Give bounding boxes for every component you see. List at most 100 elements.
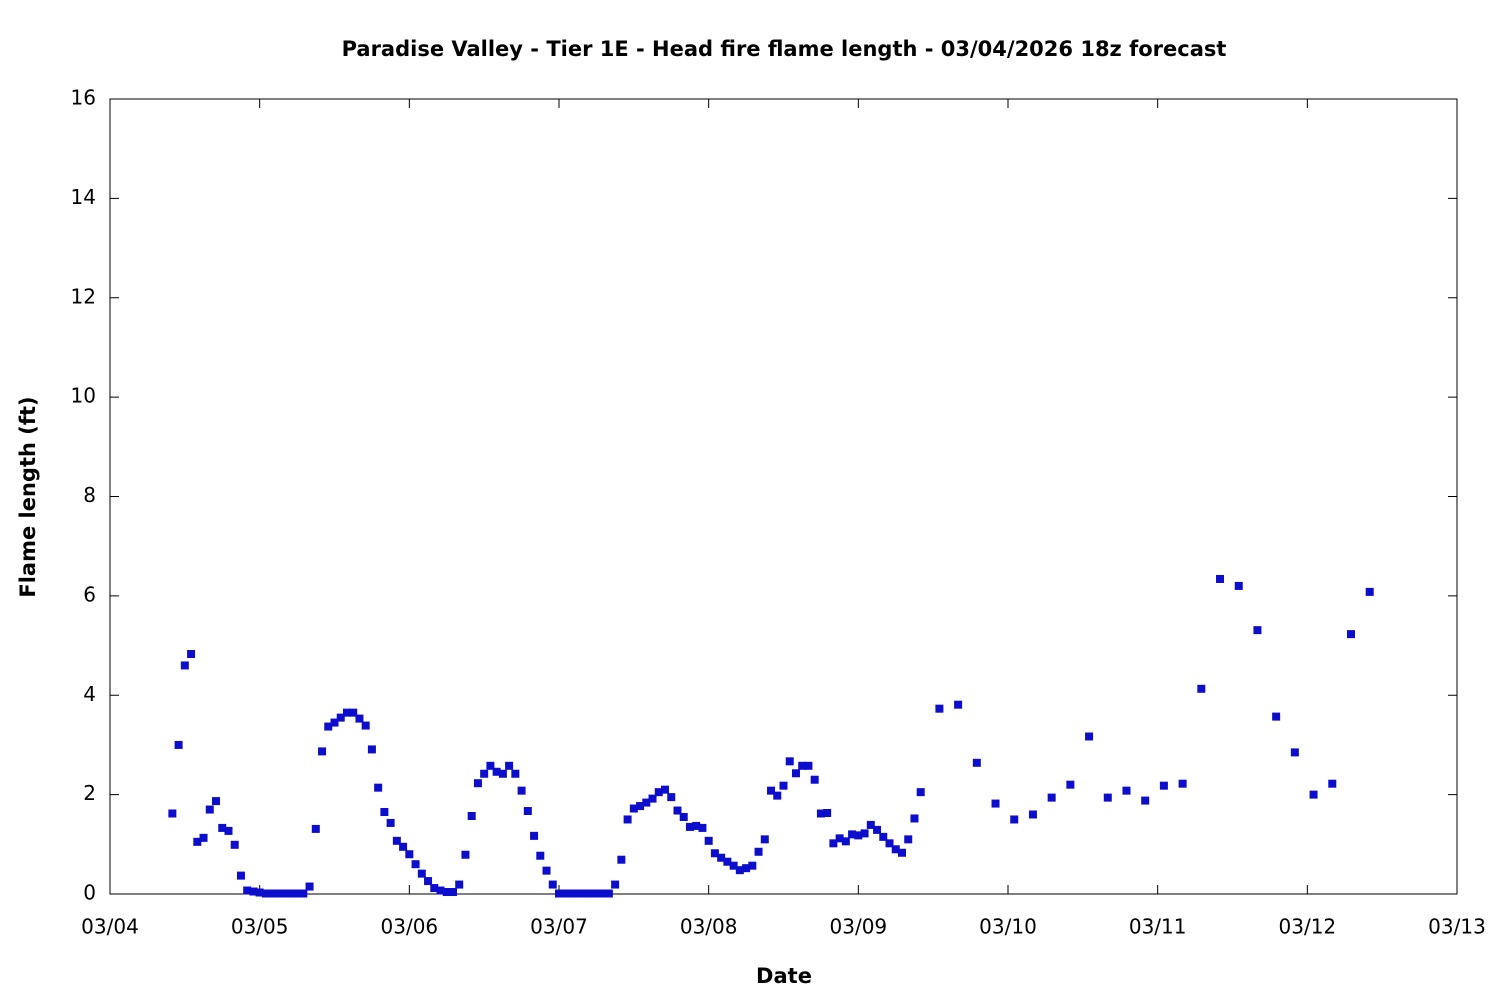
- point: [629, 804, 638, 813]
- point: [648, 794, 657, 803]
- point: [1234, 581, 1243, 590]
- point: [573, 889, 582, 898]
- point: [1216, 574, 1225, 583]
- point: [517, 786, 526, 795]
- point: [748, 861, 757, 870]
- point: [785, 757, 794, 766]
- point: [318, 747, 327, 756]
- point: [436, 886, 445, 895]
- point: [417, 869, 426, 878]
- x-tick-label: 03/07: [530, 915, 588, 939]
- x-axis-title: Date: [756, 964, 812, 988]
- point: [367, 745, 376, 754]
- point: [767, 786, 776, 795]
- point: [723, 857, 732, 866]
- point: [455, 880, 464, 889]
- point: [392, 836, 401, 845]
- point: [249, 887, 258, 896]
- y-tick-label: 12: [71, 284, 96, 308]
- point: [972, 758, 981, 767]
- point: [274, 889, 283, 898]
- point: [798, 761, 807, 770]
- point: [424, 877, 433, 886]
- point: [692, 821, 701, 830]
- point: [667, 793, 676, 802]
- point: [448, 888, 457, 897]
- point: [505, 761, 514, 770]
- point: [236, 871, 245, 880]
- point: [854, 831, 863, 840]
- point: [661, 785, 670, 794]
- point: [342, 708, 351, 717]
- point: [698, 823, 707, 832]
- point: [1122, 786, 1131, 795]
- point: [679, 812, 688, 821]
- point: [168, 809, 177, 818]
- point: [897, 848, 906, 857]
- point: [617, 855, 626, 864]
- point: [885, 839, 894, 848]
- point: [754, 847, 763, 856]
- point: [212, 797, 221, 806]
- point: [405, 850, 414, 859]
- point: [916, 788, 925, 797]
- point: [823, 809, 832, 818]
- point: [848, 830, 857, 839]
- point: [710, 849, 719, 858]
- point: [386, 818, 395, 827]
- x-tick-label: 03/09: [830, 915, 888, 939]
- point: [536, 851, 545, 860]
- point: [866, 820, 875, 829]
- point: [598, 889, 607, 898]
- point: [473, 779, 482, 788]
- point: [935, 704, 944, 713]
- point: [1047, 793, 1056, 802]
- point: [355, 714, 364, 723]
- point: [779, 781, 788, 790]
- point: [255, 888, 264, 897]
- point: [230, 840, 239, 849]
- point: [567, 889, 576, 898]
- point: [305, 882, 314, 891]
- point: [511, 769, 520, 778]
- point: [879, 832, 888, 841]
- point: [760, 835, 769, 844]
- point: [280, 889, 289, 898]
- point: [523, 807, 532, 816]
- point: [349, 708, 358, 717]
- point: [904, 835, 913, 844]
- point: [835, 834, 844, 843]
- point: [243, 886, 252, 895]
- x-tick-label: 03/08: [680, 915, 738, 939]
- point: [636, 802, 645, 811]
- point: [411, 860, 420, 869]
- y-tick-label: 8: [83, 483, 96, 507]
- point: [324, 722, 333, 731]
- point: [729, 861, 738, 870]
- point: [1253, 626, 1262, 635]
- point: [336, 713, 345, 722]
- point: [604, 889, 613, 898]
- point: [1309, 790, 1318, 799]
- y-tick-label: 6: [83, 582, 96, 606]
- point: [642, 798, 651, 807]
- point: [586, 889, 595, 898]
- point: [954, 700, 963, 709]
- point: [461, 850, 470, 859]
- point: [1346, 630, 1355, 639]
- point: [187, 650, 196, 659]
- point: [623, 815, 632, 824]
- point: [467, 811, 476, 820]
- point: [773, 791, 782, 800]
- point: [1028, 810, 1037, 819]
- point: [180, 661, 189, 670]
- point: [704, 836, 713, 845]
- point: [218, 823, 227, 832]
- point: [492, 767, 501, 776]
- point: [860, 829, 869, 838]
- x-tick-label: 03/06: [381, 915, 439, 939]
- point: [1290, 748, 1299, 757]
- point: [399, 842, 408, 851]
- point: [841, 837, 850, 846]
